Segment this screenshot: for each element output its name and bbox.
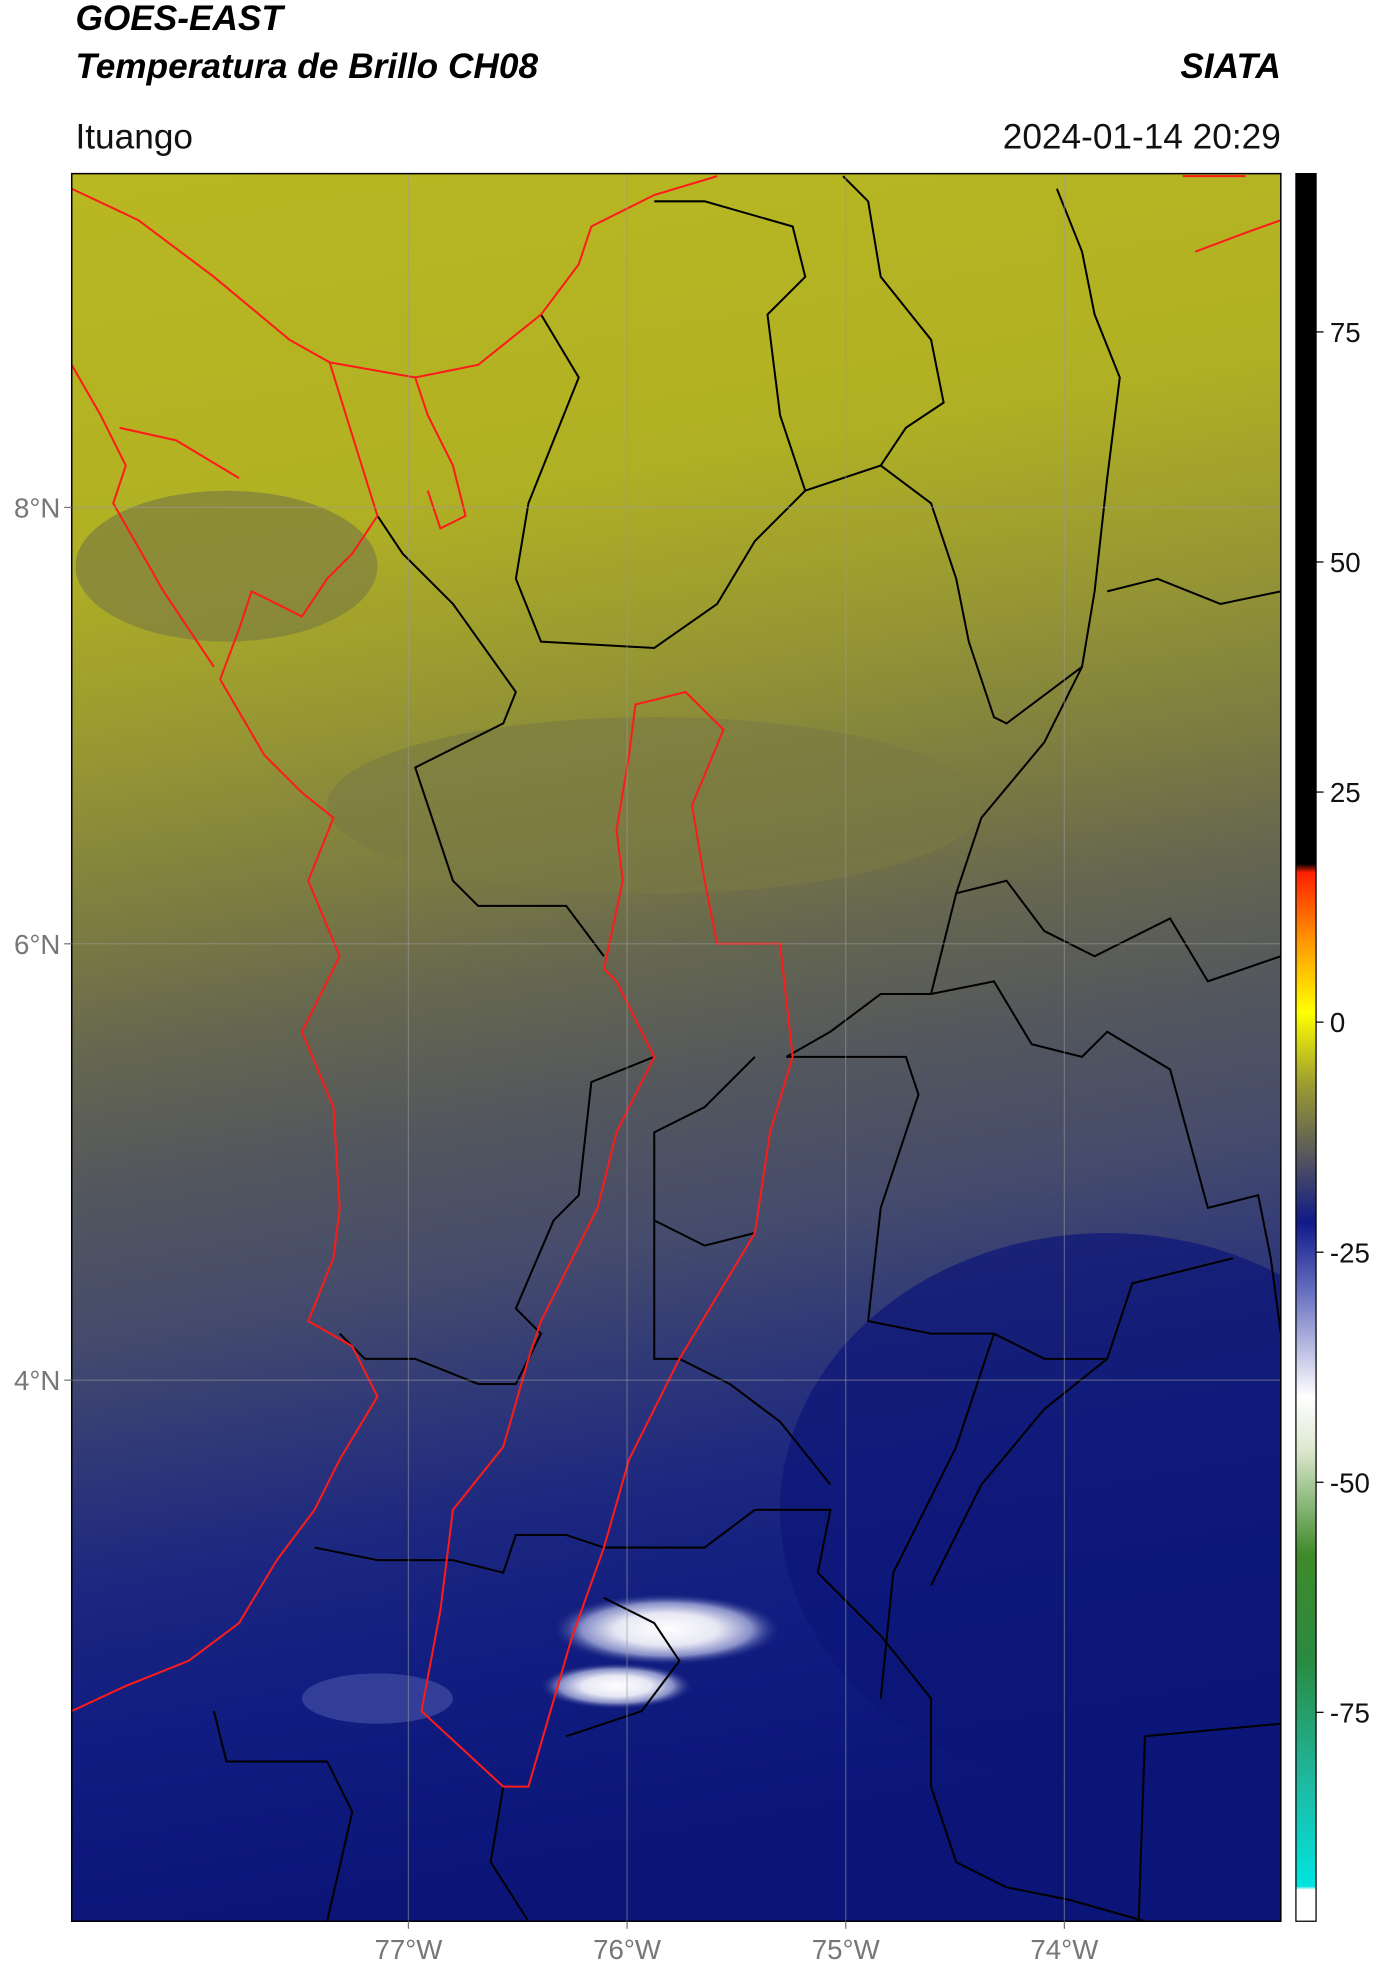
cloud-field [327,717,982,894]
cold-cloud [301,1673,453,1724]
y-axis: 4°N 6°N 8°N [14,493,72,1396]
x-axis: 77°W 76°W 75°W 74°W [374,1921,1099,1965]
admin-boundaries [212,175,1281,1922]
source: SIATA [1180,47,1280,86]
y-tick-label: 4°N [14,1365,60,1396]
cold-cloud [541,1663,692,1709]
colorbar-tick-label: -50 [1330,1467,1370,1498]
x-tick-label: 74°W [1030,1934,1099,1965]
subtitle: Temperatura de Brillo CH08 [75,47,538,86]
colorbar [1295,172,1317,1922]
colorbar-tick-label: 50 [1330,547,1361,578]
cold-cloud [553,1594,781,1665]
location: Ituango [75,117,193,156]
colorbar-tick-label: 25 [1330,777,1361,808]
x-tick-label: 77°W [374,1934,443,1965]
datetime: 2024-01-14 20:29 [1003,117,1281,156]
cloud-field [75,490,378,642]
x-tick-label: 76°W [593,1934,662,1965]
colorbar-tick-label: -25 [1330,1237,1370,1268]
map [71,173,1281,1922]
map-frame [70,172,1282,1922]
colorbar-tick-label: 75 [1330,317,1361,348]
title: GOES-EAST [75,0,285,38]
cloud-field [780,1233,1281,1787]
y-tick-label: 8°N [14,493,60,524]
colorbar-tick-label: 0 [1330,1007,1345,1038]
colorbar-ticks: -75 -50 -25 0 25 50 75 [1316,317,1370,1728]
y-tick-label: 6°N [14,929,60,960]
grid [71,173,1281,1922]
colorbar-tick-label: -75 [1330,1697,1370,1728]
x-tick-label: 75°W [812,1934,881,1965]
